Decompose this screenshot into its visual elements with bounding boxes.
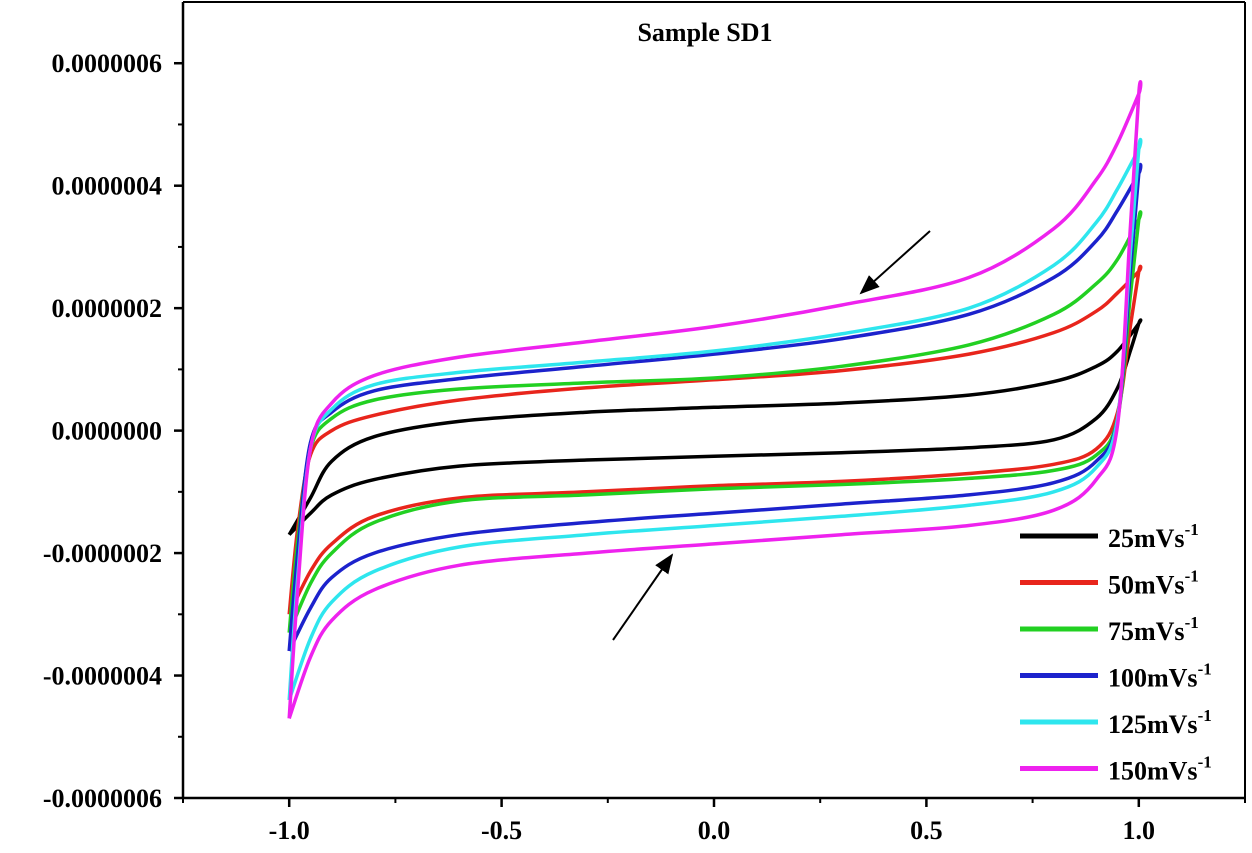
legend-label: 50mVs-1 <box>1108 567 1199 600</box>
plot-frame <box>181 1 1246 800</box>
y-tick-label: -0.0000002 <box>43 539 162 568</box>
x-tick-label: 0.0 <box>698 816 731 845</box>
arrow-lower <box>612 553 674 641</box>
legend-label: 125mVs-1 <box>1108 706 1212 739</box>
arrow-upper <box>859 230 931 295</box>
series-line-1 <box>287 318 1143 536</box>
y-axis: -0.0000006 -0.0000004 -0.0000002 0.0000000 0… <box>43 49 183 813</box>
legend-label: 100mVs-1 <box>1108 660 1212 693</box>
y-tick-label: 0.0000002 <box>52 294 163 323</box>
x-tick-label: 1.0 <box>1123 816 1156 845</box>
y-tick-label: 0.0000004 <box>52 172 163 201</box>
series-line-6 <box>287 80 1143 719</box>
series-line-4 <box>287 162 1143 652</box>
legend-label: 150mVs-1 <box>1108 753 1212 786</box>
x-tick-label: -0.5 <box>481 816 522 845</box>
y-tick-label: -0.0000004 <box>43 662 162 691</box>
series-line-5 <box>287 137 1143 701</box>
chart-title: Sample SD1 <box>637 18 772 47</box>
x-tick-label: -1.0 <box>269 816 310 845</box>
x-tick-label: 0.5 <box>910 816 943 845</box>
scan-direction-arrows <box>612 230 931 641</box>
series-line-3 <box>287 210 1143 634</box>
y-tick-label: -0.0000006 <box>43 784 162 813</box>
legend: 25mVs-1 50mVs-1 75mVs-1 100mVs-1 125mVs-1 150… <box>1020 520 1212 786</box>
legend-label: 25mVs-1 <box>1108 520 1199 553</box>
x-axis: -1.0 -0.5 0.0 0.5 1.0 <box>182 798 1246 845</box>
y-tick-label: 0.0000006 <box>52 49 163 78</box>
legend-label: 75mVs-1 <box>1108 613 1199 646</box>
plot-curves <box>287 80 1143 719</box>
y-tick-label: 0.0000000 <box>52 417 163 446</box>
series-line-2 <box>287 264 1143 616</box>
